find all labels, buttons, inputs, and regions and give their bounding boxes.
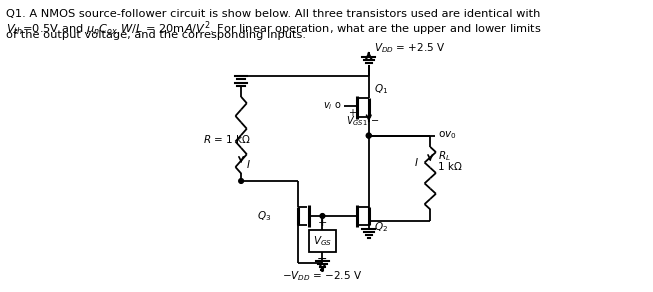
Text: $V_{th}$=0.5V and $\mu_n C_{ox}$ $W/L$ = 20m$A/V^2$. For linear operation, what : $V_{th}$=0.5V and $\mu_n C_{ox}$ $W/L$ =…	[6, 19, 541, 38]
Text: 1 kΩ: 1 kΩ	[438, 162, 462, 172]
Text: +: +	[318, 218, 327, 228]
Circle shape	[320, 214, 325, 218]
Text: $R$ = 1 kΩ: $R$ = 1 kΩ	[203, 133, 251, 145]
Bar	[310, 230, 336, 252]
Text: $I$: $I$	[246, 158, 251, 170]
Text: $v_i$ o: $v_i$ o	[323, 100, 342, 112]
Text: $V_{DD}$ = +2.5 V: $V_{DD}$ = +2.5 V	[374, 41, 445, 55]
Text: Q1. A NMOS source-follower circuit is show below. All three transistors used are: Q1. A NMOS source-follower circuit is sh…	[6, 9, 540, 19]
Text: of the output voltage, and the corresponding inputs.: of the output voltage, and the correspon…	[6, 30, 306, 40]
Text: $Q_2$: $Q_2$	[374, 220, 387, 234]
Text: $V_{GS}$: $V_{GS}$	[313, 234, 332, 248]
Text: −: −	[317, 253, 328, 266]
Text: $V_{GS1}$ −: $V_{GS1}$ −	[346, 114, 379, 128]
Text: $Q_3$: $Q_3$	[257, 209, 272, 223]
Text: $Q_1$: $Q_1$	[374, 82, 388, 96]
Circle shape	[366, 133, 371, 138]
Circle shape	[366, 133, 371, 138]
Text: $R_L$: $R_L$	[438, 150, 451, 163]
Circle shape	[239, 179, 244, 183]
Text: $-V_{DD}$ = −2.5 V: $-V_{DD}$ = −2.5 V	[282, 269, 362, 283]
Text: $I$: $I$	[414, 156, 419, 168]
Text: +: +	[348, 108, 356, 118]
Text: o$v_0$: o$v_0$	[438, 130, 456, 142]
